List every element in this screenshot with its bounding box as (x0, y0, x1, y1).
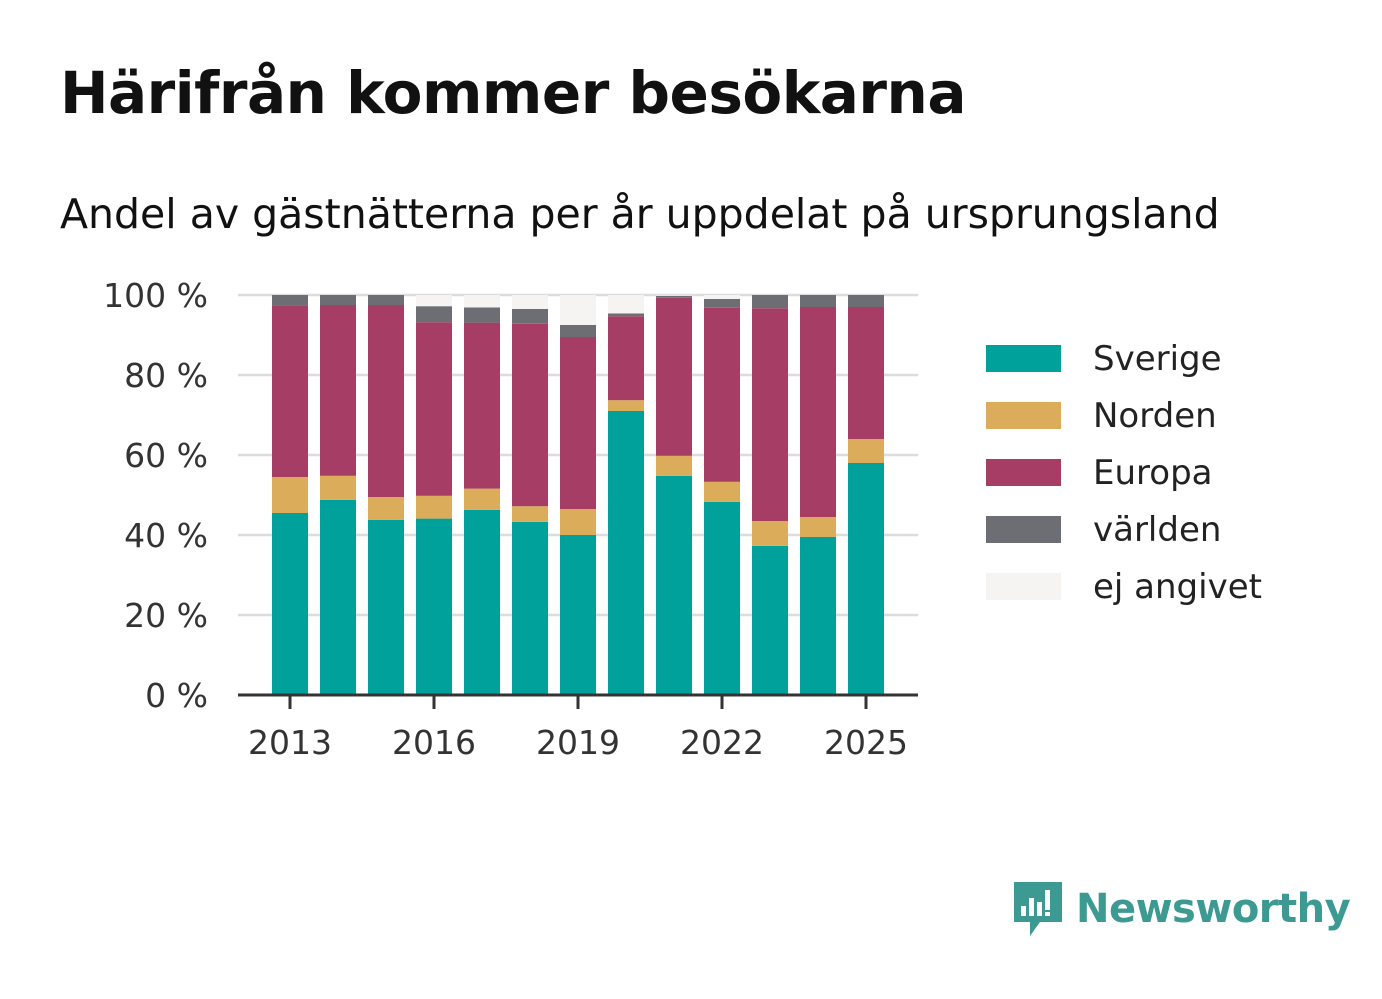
bar-europa-2015 (368, 305, 404, 497)
legend-swatch-norden (986, 402, 1061, 429)
bar-världen-2022 (704, 299, 740, 308)
bar-världen-2016 (416, 306, 452, 323)
legend-label-ej-angivet: ej angivet (1093, 566, 1262, 607)
bar-sverige-2022 (704, 501, 740, 695)
bar-europa-2016 (416, 322, 452, 496)
bar-europa-2022 (704, 307, 740, 482)
bar-ej-angivet-2019 (560, 295, 596, 325)
y-tick-label: 100 % (103, 276, 208, 315)
bar-sverige-2016 (416, 518, 452, 695)
legend-item-europa: Europa (986, 444, 1262, 501)
bar-norden-2015 (368, 497, 404, 520)
bar-ej-angivet-2020 (608, 295, 644, 314)
bar-norden-2013 (272, 477, 308, 513)
legend-item-ej-angivet: ej angivet (986, 558, 1262, 615)
bar-ej-angivet-2016 (416, 295, 452, 307)
x-tick-label: 2016 (392, 723, 476, 762)
bar-världen-2025 (848, 295, 884, 307)
newsworthy-logo: Newsworthy (1010, 878, 1351, 940)
y-tick-label: 20 % (124, 596, 208, 635)
bar-norden-2017 (464, 488, 500, 510)
legend-label-sverige: Sverige (1093, 338, 1222, 379)
bar-världen-2021 (656, 295, 692, 298)
chart-title: Härifrån kommer besökarna (60, 59, 966, 127)
bar-världen-2023 (752, 295, 788, 309)
axes: 0 % 20 % 40 % 60 % 80 % 100 % 2013 2016 2019 2022… (103, 276, 918, 762)
legend-swatch-ej-angivet (986, 573, 1061, 600)
bar-sverige-2018 (512, 521, 548, 695)
bar-sverige-2014 (320, 499, 356, 695)
bar-sverige-2020 (608, 411, 644, 695)
x-tick-label: 2019 (536, 723, 620, 762)
bar-världen-2018 (512, 309, 548, 324)
bar-norden-2014 (320, 475, 356, 500)
x-tick-label: 2022 (680, 723, 764, 762)
legend-label-varlden: världen (1093, 509, 1222, 550)
chart-subtitle: Andel av gästnätterna per år uppdelat på… (60, 190, 1220, 238)
bar-norden-2020 (608, 400, 644, 411)
bar-sverige-2023 (752, 545, 788, 695)
bar-världen-2017 (464, 307, 500, 323)
bar-norden-2016 (416, 495, 452, 519)
bar-europa-2017 (464, 322, 500, 489)
brand-name: Newsworthy (1076, 886, 1351, 932)
legend-item-norden: Norden (986, 387, 1262, 444)
bar-ej-angivet-2017 (464, 295, 500, 308)
bar-sverige-2017 (464, 509, 500, 695)
bar-europa-2013 (272, 305, 308, 477)
bar-världen-2013 (272, 295, 308, 306)
newsworthy-bars-icon (1014, 882, 1062, 936)
legend-label-europa: Europa (1093, 452, 1213, 493)
bar-ej-angivet-2022 (704, 295, 740, 299)
legend-label-norden: Norden (1093, 395, 1217, 436)
bar-sverige-2013 (272, 513, 308, 695)
bar-europa-2024 (800, 307, 836, 517)
bar-världen-2024 (800, 295, 836, 307)
bar-norden-2018 (512, 506, 548, 522)
bar-europa-2018 (512, 323, 548, 507)
legend-swatch-sverige (986, 345, 1061, 372)
y-tick-label: 60 % (124, 436, 208, 475)
bar-europa-2020 (608, 316, 644, 401)
y-tick-label: 80 % (124, 356, 208, 395)
bar-europa-2021 (656, 297, 692, 456)
bar-ej-angivet-2021 (656, 295, 692, 296)
bar-norden-2023 (752, 521, 788, 546)
bar-europa-2025 (848, 307, 884, 439)
bar-världen-2019 (560, 325, 596, 337)
bar-sverige-2019 (560, 535, 596, 695)
legend-item-varlden: världen (986, 501, 1262, 558)
bar-ej-angivet-2018 (512, 295, 548, 309)
bar-världen-2014 (320, 295, 356, 305)
x-tick-label: 2013 (248, 723, 332, 762)
legend: Sverige Norden Europa världen ej angivet (986, 330, 1262, 615)
bar-världen-2015 (368, 295, 404, 305)
bar-norden-2019 (560, 509, 596, 535)
legend-swatch-varlden (986, 516, 1061, 543)
bar-sverige-2015 (368, 519, 404, 695)
bar-europa-2023 (752, 308, 788, 521)
bar-norden-2024 (800, 517, 836, 537)
bar-sverige-2021 (656, 475, 692, 695)
bar-världen-2020 (608, 313, 644, 317)
legend-swatch-europa (986, 459, 1061, 486)
bar-sverige-2024 (800, 537, 836, 695)
legend-item-sverige: Sverige (986, 330, 1262, 387)
y-tick-label: 0 % (145, 676, 208, 715)
bar-sverige-2025 (848, 463, 884, 695)
bar-norden-2021 (656, 455, 692, 476)
bar-norden-2022 (704, 481, 740, 502)
x-tick-label: 2025 (824, 723, 908, 762)
bar-norden-2025 (848, 439, 884, 463)
bar-europa-2014 (320, 305, 356, 476)
bar-europa-2019 (560, 337, 596, 509)
bars (272, 295, 884, 695)
y-tick-label: 40 % (124, 516, 208, 555)
